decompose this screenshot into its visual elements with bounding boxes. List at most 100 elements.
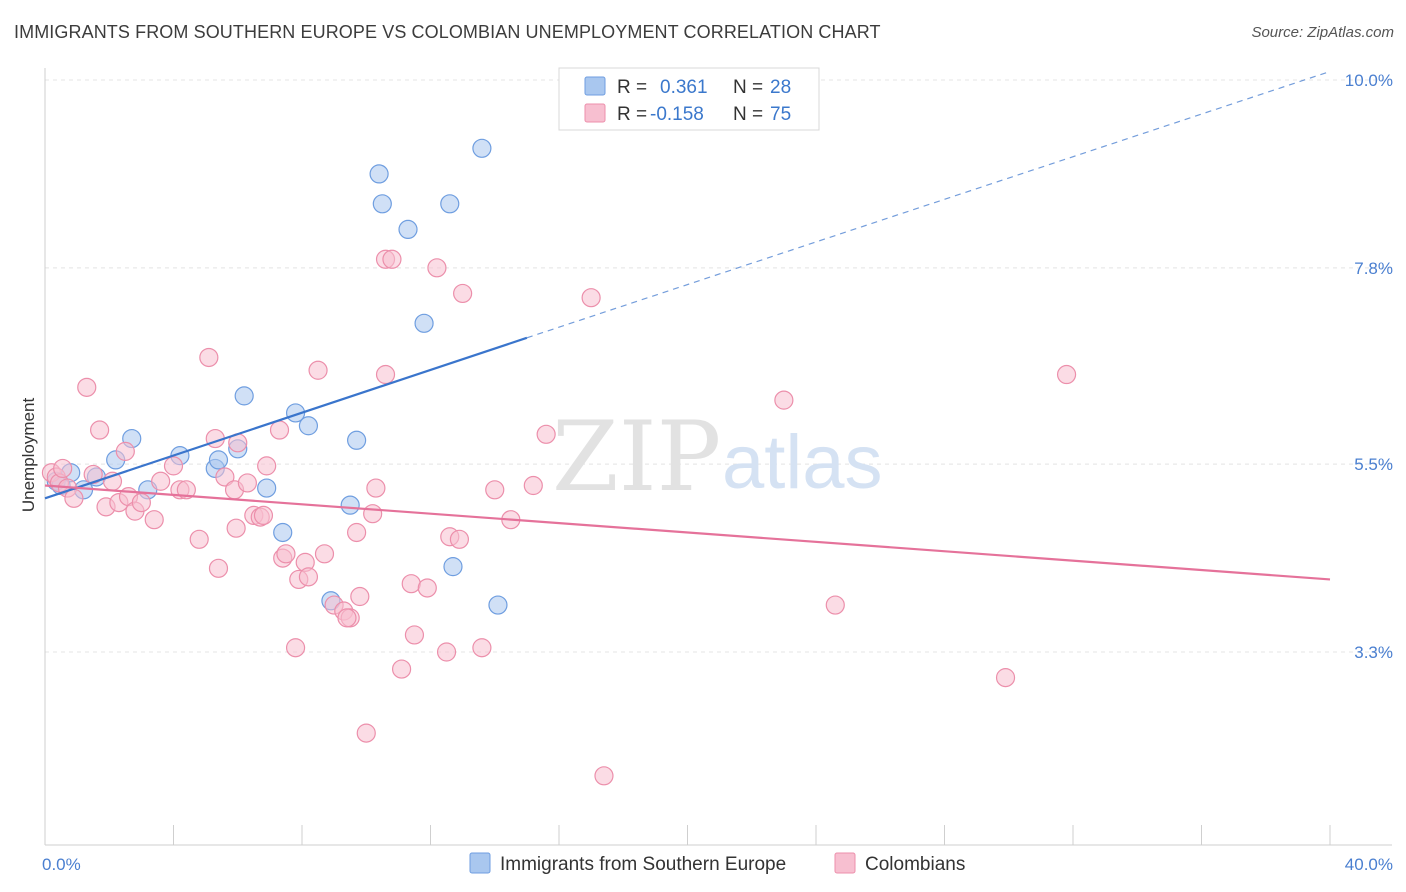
point-1-47 — [356, 723, 376, 743]
bottom-legend-label-colombians: Colombians — [865, 854, 965, 875]
point-0-18 — [340, 495, 360, 515]
legend: R = 0.361 N = 28 R = -0.158 N = 75 — [558, 67, 820, 131]
x-tick-label-1: 40.0% — [1345, 855, 1393, 874]
legend-r-label-1: R = — [617, 104, 647, 125]
point-0-22 — [398, 219, 418, 240]
point-1-32 — [257, 456, 277, 476]
trend-line-0 — [44, 336, 528, 500]
point-1-5 — [64, 488, 84, 508]
point-1-59 — [449, 529, 470, 549]
point-0-14 — [273, 522, 293, 543]
point-1-46 — [350, 586, 370, 607]
axes — [44, 68, 1392, 846]
point-1-52 — [391, 659, 412, 679]
tick-labels: 3.3% 5.5% 7.8% 10.0% 0.0% 40.0% — [42, 71, 1393, 874]
point-1-54 — [404, 625, 425, 645]
y-tick-label-2: 7.8% — [1354, 259, 1393, 278]
trend-line-1 — [44, 484, 1331, 581]
point-1-29 — [237, 473, 257, 493]
grid-lines — [45, 79, 1392, 653]
point-1-71 — [1056, 364, 1077, 385]
point-0-26 — [472, 138, 492, 158]
point-1-6 — [77, 377, 97, 397]
point-1-70 — [995, 668, 1016, 688]
point-0-13 — [257, 478, 277, 498]
point-1-33 — [269, 420, 290, 440]
point-1-72 — [382, 249, 402, 269]
chart-title: IMMIGRANTS FROM SOUTHERN EUROPE VS COLOM… — [14, 22, 881, 42]
point-1-35 — [276, 544, 296, 564]
series-layer — [41, 138, 1077, 786]
point-1-60 — [453, 283, 473, 304]
point-1-69 — [825, 595, 845, 615]
legend-n-label-1: N = — [733, 104, 763, 125]
point-1-12 — [115, 441, 135, 461]
watermark-zip: ZIP — [552, 401, 721, 513]
legend-r-value-1: -0.158 — [650, 104, 704, 125]
point-1-41 — [314, 544, 335, 564]
point-1-61 — [472, 638, 492, 658]
bottom-legend-swatch-southern-europe — [469, 852, 491, 874]
point-1-57 — [436, 642, 457, 662]
point-1-27 — [226, 518, 246, 538]
y-axis-label: Unemployment — [19, 398, 38, 513]
series-1 — [41, 249, 1077, 786]
legend-swatch-southern-europe — [584, 76, 606, 96]
point-1-16 — [144, 510, 164, 530]
point-0-25 — [443, 557, 463, 577]
point-1-73 — [337, 608, 357, 628]
point-0-12 — [234, 386, 254, 406]
point-1-21 — [189, 529, 209, 549]
x-tick-label-0: 0.0% — [42, 855, 81, 874]
point-1-18 — [163, 456, 184, 476]
point-1-45 — [347, 522, 367, 543]
point-0-20 — [369, 164, 389, 184]
y-tick-label-3: 10.0% — [1345, 71, 1393, 90]
point-1-50 — [375, 364, 396, 385]
point-1-24 — [208, 558, 229, 578]
point-1-64 — [523, 475, 543, 496]
bottom-legend: Immigrants from Southern Europe Colombia… — [469, 852, 965, 875]
point-1-40 — [308, 360, 328, 380]
point-0-27 — [488, 595, 508, 615]
trend-layer — [44, 70, 1331, 581]
point-1-49 — [366, 478, 386, 498]
point-1-74 — [253, 505, 274, 526]
point-1-36 — [285, 638, 306, 658]
legend-n-value-1: 75 — [770, 104, 791, 125]
point-0-10 — [208, 450, 229, 470]
point-1-48 — [363, 504, 383, 524]
legend-r-value-0: 0.361 — [660, 77, 708, 98]
point-1-65 — [536, 424, 556, 444]
legend-n-label-0: N = — [733, 77, 763, 98]
point-1-68 — [774, 390, 794, 410]
bottom-legend-swatch-colombians — [834, 852, 856, 874]
watermark: ZIP atlas — [552, 401, 883, 513]
point-1-25 — [215, 467, 235, 487]
source-credit: Source: ZipAtlas.com — [1251, 24, 1394, 41]
y-tick-label-0: 3.3% — [1354, 643, 1393, 662]
point-0-19 — [347, 430, 367, 450]
point-1-20 — [176, 480, 196, 500]
legend-swatch-colombians — [584, 103, 606, 123]
point-1-67 — [594, 766, 614, 786]
point-1-62 — [485, 480, 505, 500]
point-1-17 — [151, 471, 171, 491]
watermark-atlas: atlas — [722, 420, 883, 505]
point-1-66 — [581, 288, 601, 308]
point-0-21 — [372, 194, 392, 214]
point-1-53 — [401, 574, 421, 594]
point-1-8 — [90, 420, 110, 440]
point-0-24 — [440, 194, 460, 214]
point-1-22 — [199, 347, 219, 368]
point-1-15 — [131, 492, 151, 513]
point-1-3 — [53, 458, 73, 479]
point-1-56 — [427, 258, 447, 278]
bottom-legend-label-southern-europe: Immigrants from Southern Europe — [500, 854, 786, 875]
point-0-23 — [414, 313, 434, 333]
y-tick-label-1: 5.5% — [1354, 455, 1393, 474]
trend-extension-0 — [526, 70, 1331, 339]
point-1-55 — [417, 578, 437, 598]
point-1-39 — [298, 567, 319, 587]
